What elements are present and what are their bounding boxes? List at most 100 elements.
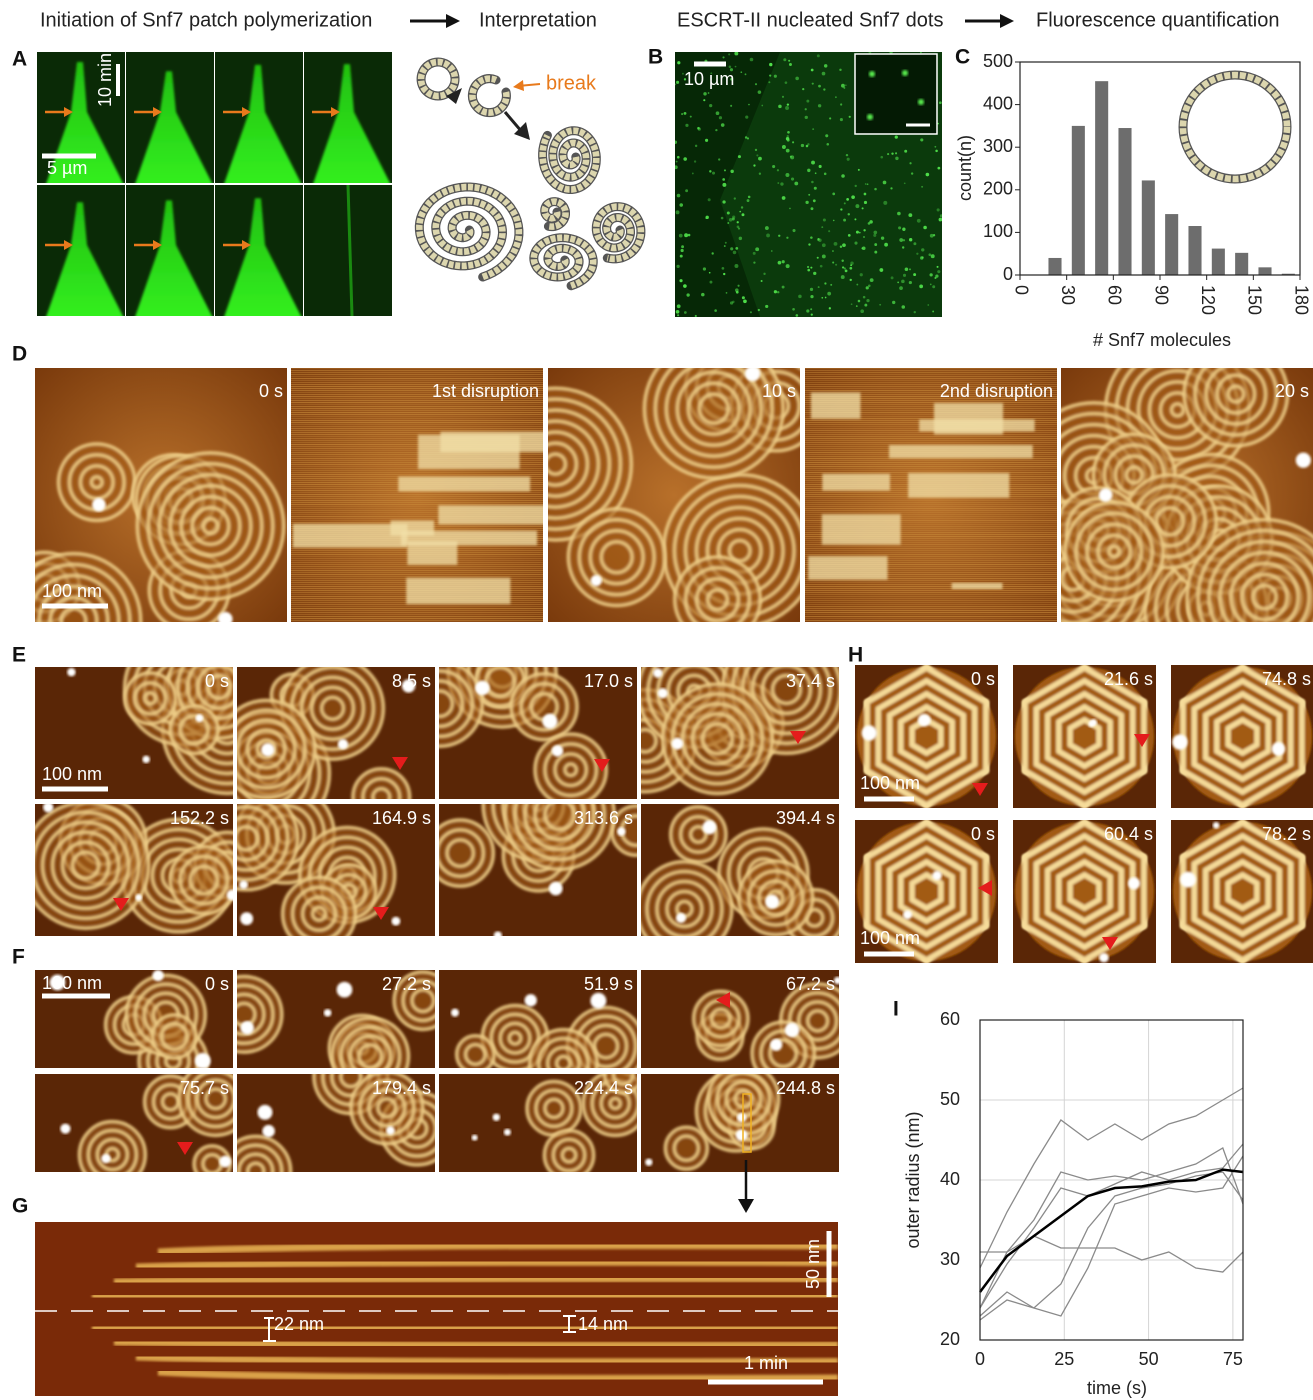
dot bbox=[785, 81, 788, 84]
streak bbox=[822, 514, 901, 544]
dot bbox=[817, 54, 820, 57]
dot bbox=[729, 218, 733, 222]
dot bbox=[724, 245, 726, 247]
particle bbox=[645, 1159, 652, 1166]
scan-line bbox=[805, 462, 1057, 463]
particle bbox=[745, 366, 760, 381]
dot bbox=[777, 169, 779, 171]
dot bbox=[937, 167, 940, 170]
scan-line bbox=[805, 434, 1057, 435]
scan-line bbox=[291, 494, 543, 495]
dot bbox=[899, 286, 903, 290]
dot bbox=[832, 193, 835, 196]
dot bbox=[841, 174, 845, 178]
dot bbox=[859, 232, 861, 234]
dot bbox=[822, 254, 826, 258]
image-label: 1 min bbox=[744, 1353, 788, 1373]
y-tick-label: 60 bbox=[940, 1009, 960, 1029]
scan-line bbox=[291, 574, 543, 575]
particle bbox=[737, 1113, 746, 1122]
dot bbox=[825, 297, 827, 299]
dot bbox=[676, 310, 680, 314]
dot bbox=[903, 274, 906, 277]
dot bbox=[898, 226, 901, 229]
image-label: 74.8 s bbox=[1262, 669, 1311, 689]
kymo-band bbox=[114, 1279, 838, 1282]
x-tick-label: 0 bbox=[975, 1349, 985, 1369]
image bbox=[805, 368, 1057, 622]
dot bbox=[712, 252, 714, 254]
dot bbox=[916, 253, 918, 255]
dot bbox=[820, 265, 823, 268]
dot bbox=[684, 311, 687, 314]
dot bbox=[846, 198, 849, 201]
particle bbox=[239, 880, 248, 889]
dot bbox=[807, 269, 810, 272]
dot bbox=[806, 100, 809, 103]
ring-assembly bbox=[644, 339, 783, 478]
streak bbox=[952, 583, 1003, 590]
dot bbox=[685, 189, 688, 192]
dot bbox=[755, 83, 757, 85]
ring-assembly bbox=[665, 1127, 707, 1169]
dot bbox=[789, 63, 792, 66]
bar bbox=[1258, 267, 1271, 275]
dot bbox=[808, 243, 810, 245]
particle bbox=[67, 668, 75, 676]
dot bbox=[721, 123, 725, 127]
dot bbox=[806, 309, 809, 312]
scan-line bbox=[291, 420, 543, 421]
particle bbox=[1296, 453, 1311, 468]
scan-line bbox=[805, 376, 1057, 377]
panel-label: B bbox=[648, 46, 663, 69]
dot bbox=[684, 233, 688, 237]
ring-assembly bbox=[427, 820, 493, 886]
dot bbox=[748, 104, 750, 106]
dot bbox=[701, 293, 705, 297]
inset bbox=[855, 54, 937, 134]
dot bbox=[812, 128, 814, 130]
dot bbox=[899, 238, 903, 242]
dot bbox=[677, 194, 681, 198]
dot bbox=[769, 63, 772, 66]
particle bbox=[451, 1009, 459, 1017]
dot bbox=[703, 267, 706, 270]
dot bbox=[722, 183, 726, 187]
dot bbox=[724, 169, 726, 171]
header: ESCRT-II nucleated Snf7 dots bbox=[677, 9, 943, 31]
dot bbox=[909, 162, 911, 164]
particle bbox=[227, 890, 238, 901]
dot bbox=[845, 84, 847, 86]
dot bbox=[681, 245, 684, 248]
dot bbox=[818, 104, 821, 107]
dot bbox=[723, 273, 725, 275]
dot bbox=[786, 149, 790, 153]
dot bbox=[862, 207, 864, 209]
dot bbox=[839, 69, 841, 71]
streak bbox=[908, 473, 1009, 498]
dot bbox=[822, 243, 826, 247]
dot bbox=[807, 169, 810, 172]
image-label: 67.2 s bbox=[786, 974, 835, 994]
dot bbox=[862, 246, 866, 250]
scan-line bbox=[805, 500, 1057, 501]
dot bbox=[873, 234, 876, 237]
dot bbox=[683, 284, 687, 288]
dot bbox=[897, 212, 901, 216]
scan-line bbox=[291, 500, 543, 501]
x-tick-label: 120 bbox=[1198, 285, 1218, 315]
dot bbox=[681, 113, 683, 115]
dot bbox=[796, 314, 799, 317]
dot bbox=[930, 284, 932, 286]
scan-line bbox=[805, 548, 1057, 549]
image-label: 10 min bbox=[95, 53, 115, 107]
dot bbox=[826, 143, 829, 146]
dot bbox=[811, 161, 815, 165]
dot bbox=[841, 84, 845, 88]
dot bbox=[848, 234, 851, 237]
dot bbox=[794, 182, 798, 186]
dot bbox=[835, 264, 837, 266]
dot bbox=[864, 201, 867, 204]
scan-line bbox=[805, 510, 1057, 511]
y-tick-label: 100 bbox=[983, 221, 1013, 241]
